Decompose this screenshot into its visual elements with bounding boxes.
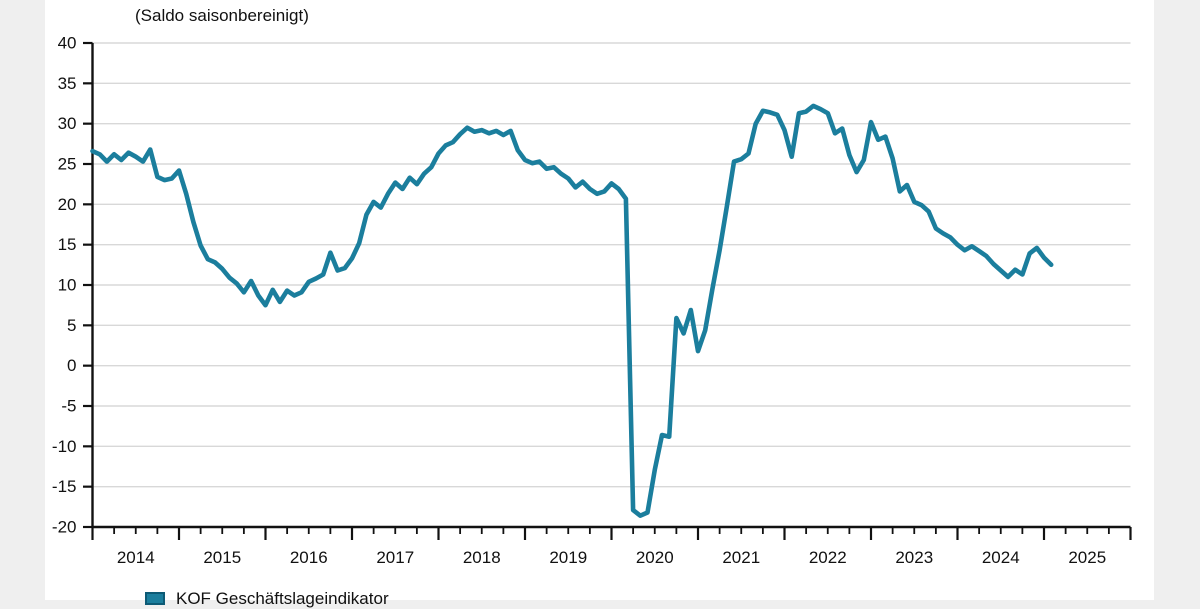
x-year-label: 2020	[636, 548, 674, 567]
x-year-label: 2023	[895, 548, 933, 567]
y-tick-label: 10	[58, 276, 77, 295]
x-year-label: 2016	[290, 548, 328, 567]
x-year-label: 2018	[463, 548, 501, 567]
y-tick-label: 30	[58, 114, 77, 133]
chart-figure: (Saldo saisonbereinigt) KOF Geschäftslag…	[45, 0, 1154, 608]
y-tick-label: -20	[52, 518, 77, 537]
x-year-label: 2015	[203, 548, 241, 567]
x-year-label: 2024	[982, 548, 1020, 567]
x-year-label: 2019	[549, 548, 587, 567]
x-year-label: 2021	[722, 548, 760, 567]
y-tick-label: 0	[67, 356, 76, 375]
series-line-kof	[90, 103, 1054, 518]
y-tick-label: 5	[67, 316, 76, 335]
y-tick-label: 20	[58, 195, 77, 214]
y-tick-label: -10	[52, 437, 77, 456]
y-tick-label: 40	[58, 34, 77, 53]
y-tick-label: 15	[58, 235, 77, 254]
y-tick-label: -15	[52, 477, 77, 496]
y-tick-label: 35	[58, 74, 77, 93]
x-year-label: 2025	[1068, 548, 1106, 567]
x-year-label: 2014	[117, 548, 155, 567]
y-tick-label: 25	[58, 155, 77, 174]
y-tick-label: -5	[61, 397, 76, 416]
x-year-label: 2022	[809, 548, 847, 567]
chart-subtitle: (Saldo saisonbereinigt)	[135, 6, 309, 25]
x-year-label: 2017	[376, 548, 414, 567]
